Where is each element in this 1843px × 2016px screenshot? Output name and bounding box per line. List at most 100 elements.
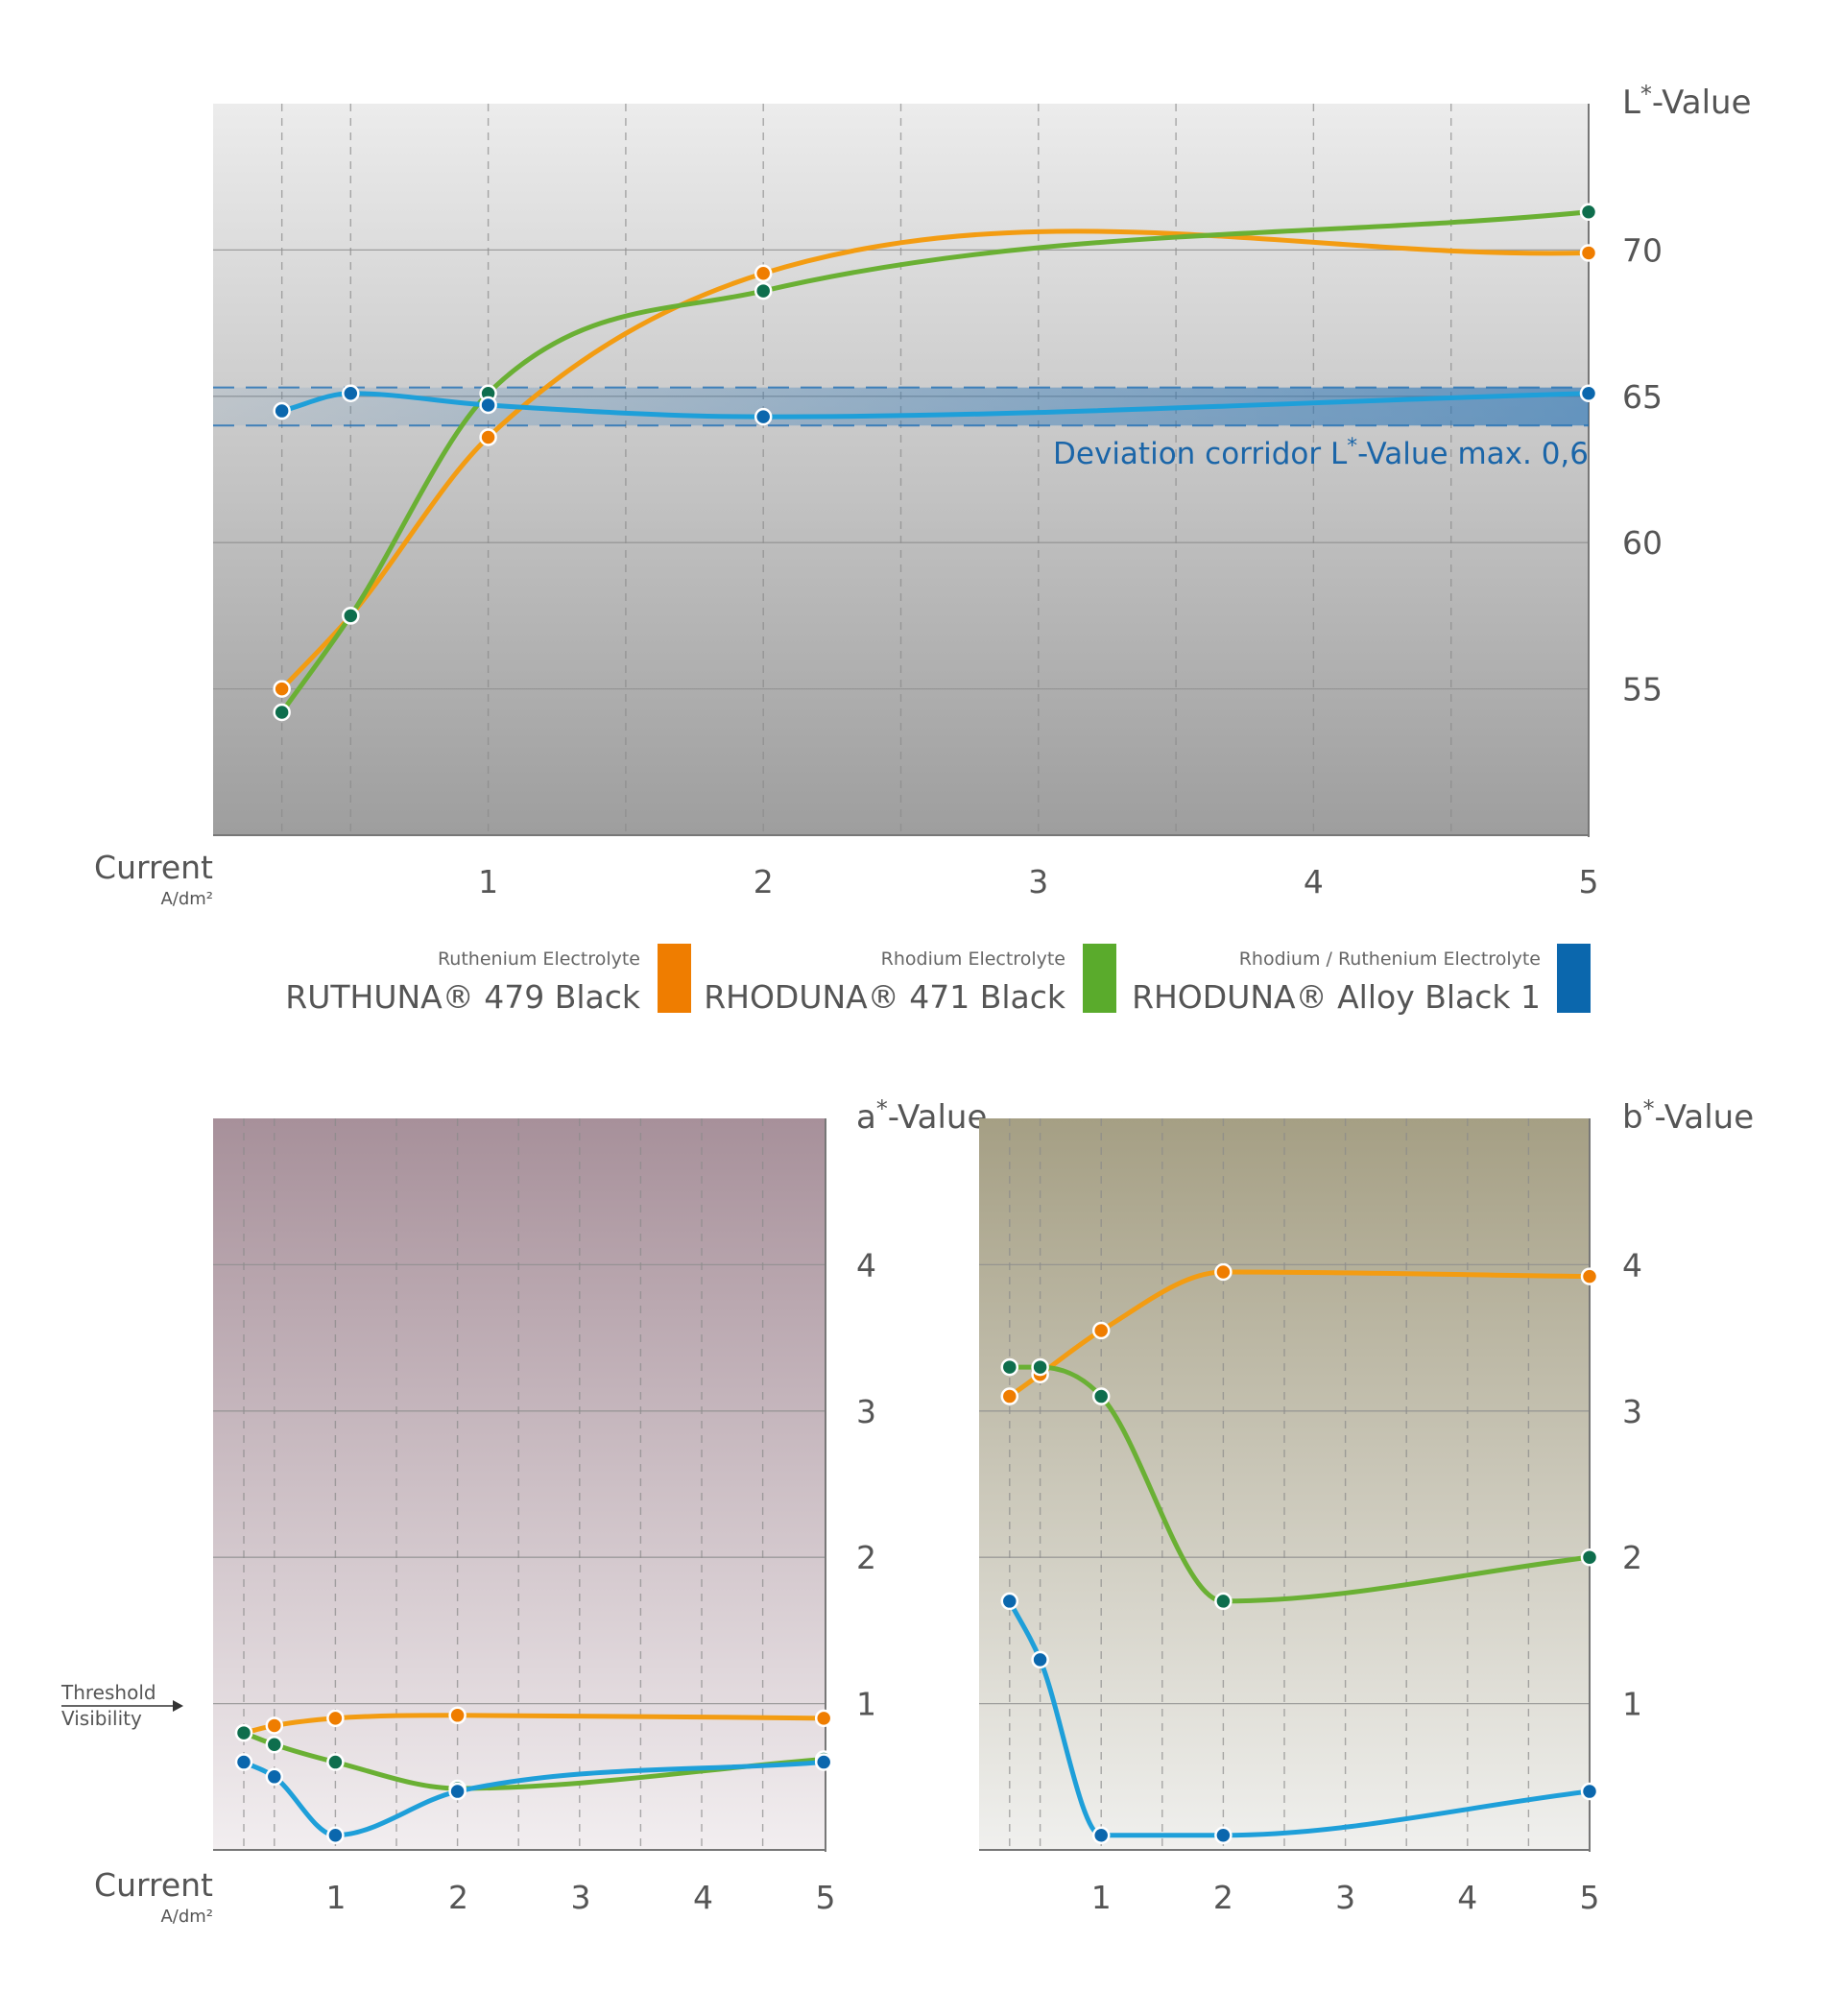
- b-y-tick-label: 1: [1622, 1686, 1642, 1723]
- a-point-ruthuna: [326, 1709, 345, 1728]
- L-y-tick-label: 70: [1622, 231, 1663, 269]
- b-series-markers: [1000, 1262, 1599, 1845]
- a-y-tick-label: 3: [856, 1393, 876, 1430]
- b-point-ruthuna: [1580, 1267, 1599, 1285]
- L-point-rhoduna-alloy: [754, 407, 773, 426]
- b-point-ruthuna: [1214, 1262, 1233, 1282]
- legend-swatch-blue: [1557, 944, 1591, 1013]
- L-point-ruthuna: [273, 680, 291, 698]
- b-x-tick-label: 2: [1213, 1879, 1233, 1916]
- l-y-tick-labels: 55 60 65 70: [1622, 231, 1663, 708]
- legend-subtitle: Rhodium Electrolyte: [881, 948, 1065, 970]
- a-point-rhoduna-471: [326, 1753, 345, 1771]
- L-point-rhoduna-471: [342, 607, 360, 625]
- a-point-rhoduna-471: [265, 1736, 284, 1754]
- legend-item-rhoduna-471: Rhodium Electrolyte RHODUNA® 471 Black: [704, 944, 1116, 1016]
- l-series-markers: [273, 203, 1598, 722]
- b-point-ruthuna: [1000, 1387, 1019, 1405]
- a-x-axis-label: Current: [94, 1866, 213, 1904]
- l-x-axis-unit: A/dm²: [160, 889, 213, 909]
- a-y-tick-labels: 1 2 3 4: [856, 1246, 876, 1722]
- l-x-tick-labels: 1 2 3 4 5: [478, 863, 1598, 900]
- a-point-rhoduna-alloy: [326, 1826, 345, 1845]
- threshold-label-line2: Visibility: [61, 1707, 142, 1730]
- b-point-rhoduna-alloy: [1091, 1826, 1111, 1845]
- L-point-ruthuna: [754, 264, 773, 283]
- b-x-tick-label: 3: [1335, 1879, 1355, 1916]
- L-y-tick-label: 65: [1622, 378, 1663, 416]
- corridor-band: [213, 387, 1589, 426]
- a-series-markers: [234, 1706, 833, 1845]
- L-x-tick-label: 5: [1579, 863, 1599, 900]
- a-point-ruthuna: [265, 1716, 284, 1735]
- b-y-tick-label: 2: [1622, 1539, 1642, 1576]
- a-y-tick-label: 1: [856, 1686, 876, 1723]
- b-point-rhoduna-471: [1031, 1357, 1049, 1377]
- b-y-tick-label: 4: [1622, 1246, 1642, 1284]
- a-x-tick-labels: 1 2 3 4 5: [326, 1879, 836, 1916]
- L-x-tick-label: 4: [1304, 863, 1324, 900]
- a-point-ruthuna: [814, 1709, 833, 1728]
- legend: Ruthenium Electrolyte RUTHUNA® 479 Black…: [285, 944, 1591, 1016]
- L-point-rhoduna-alloy: [1579, 384, 1598, 403]
- a-x-tick-label: 3: [571, 1879, 591, 1916]
- legend-swatch-orange: [658, 944, 691, 1013]
- b-point-rhoduna-471: [1091, 1387, 1111, 1405]
- L-point-rhoduna-471: [273, 703, 291, 722]
- b-y-tick-label: 3: [1622, 1393, 1642, 1430]
- b-point-rhoduna-471: [1000, 1357, 1019, 1377]
- b-y-tick-labels: 1 2 3 4: [1622, 1246, 1642, 1722]
- b-x-tick-label: 4: [1457, 1879, 1477, 1916]
- a-x-tick-label: 2: [448, 1879, 468, 1916]
- L-point-rhoduna-alloy: [479, 396, 497, 415]
- a-value-chart: 1 2 3 4 1 2 3 4 5 a*-Value Current A/dm² Thresh…: [60, 1095, 987, 1927]
- a-x-tick-label: 1: [326, 1879, 347, 1916]
- legend-swatch-green: [1083, 944, 1116, 1013]
- b-point-rhoduna-alloy: [1214, 1826, 1233, 1845]
- L-x-tick-label: 2: [754, 863, 774, 900]
- a-point-rhoduna-471: [234, 1723, 253, 1742]
- L-point-rhoduna-471: [1579, 203, 1598, 222]
- a-x-tick-label: 4: [693, 1879, 713, 1916]
- legend-name: RHODUNA® 471 Black: [704, 978, 1066, 1016]
- b-point-rhoduna-alloy: [1031, 1650, 1049, 1669]
- legend-item-ruthuna: Ruthenium Electrolyte RUTHUNA® 479 Black: [285, 944, 691, 1016]
- b-point-rhoduna-alloy: [1000, 1592, 1019, 1611]
- threshold-label-line1: Threshold: [60, 1681, 156, 1704]
- a-y-tick-label: 2: [856, 1539, 876, 1576]
- l-grid: [213, 104, 1590, 837]
- L-x-tick-label: 3: [1028, 863, 1048, 900]
- b-point-rhoduna-alloy: [1580, 1782, 1599, 1801]
- legend-subtitle: Ruthenium Electrolyte: [438, 948, 640, 970]
- b-x-tick-labels: 1 2 3 4 5: [1091, 1879, 1600, 1916]
- legend-name: RUTHUNA® 479 Black: [285, 978, 641, 1016]
- corridor-label: Deviation corridor L*-Value max. 0,6: [1053, 434, 1589, 471]
- a-x-tick-label: 5: [816, 1879, 836, 1916]
- L-point-ruthuna: [1579, 244, 1598, 262]
- L-point-rhoduna-alloy: [342, 384, 360, 403]
- b-axis-title: b*-Value: [1622, 1095, 1754, 1137]
- b-point-ruthuna: [1091, 1321, 1111, 1340]
- a-point-ruthuna: [448, 1706, 467, 1725]
- l-axis-title: L*-Value: [1622, 81, 1752, 122]
- a-point-rhoduna-alloy: [265, 1767, 284, 1787]
- b-value-chart: 1 2 3 4 1 2 3 4 5 b*-Value: [979, 1095, 1754, 1916]
- L-point-ruthuna: [479, 428, 497, 446]
- a-grid: [213, 1118, 826, 1852]
- b-point-rhoduna-471: [1580, 1548, 1599, 1567]
- a-plot-background: [213, 1118, 826, 1850]
- a-axis-title: a*-Value: [856, 1095, 987, 1137]
- threshold-visibility-marker: Threshold Visibility: [60, 1681, 183, 1730]
- l-x-axis-label: Current: [94, 849, 213, 886]
- L-y-tick-label: 55: [1622, 671, 1663, 708]
- b-point-rhoduna-471: [1214, 1592, 1233, 1611]
- l-value-chart: 55 60 65 70 1 2 3 4 5 L*-Value Deviation corrid…: [94, 81, 1751, 909]
- a-y-tick-label: 4: [856, 1246, 876, 1284]
- L-x-tick-label: 1: [478, 863, 498, 900]
- legend-subtitle: Rhodium / Ruthenium Electrolyte: [1239, 948, 1541, 970]
- b-x-tick-label: 1: [1091, 1879, 1112, 1916]
- deviation-corridor: [213, 386, 1589, 427]
- L-y-tick-label: 60: [1622, 524, 1663, 562]
- L-point-rhoduna-471: [754, 281, 773, 300]
